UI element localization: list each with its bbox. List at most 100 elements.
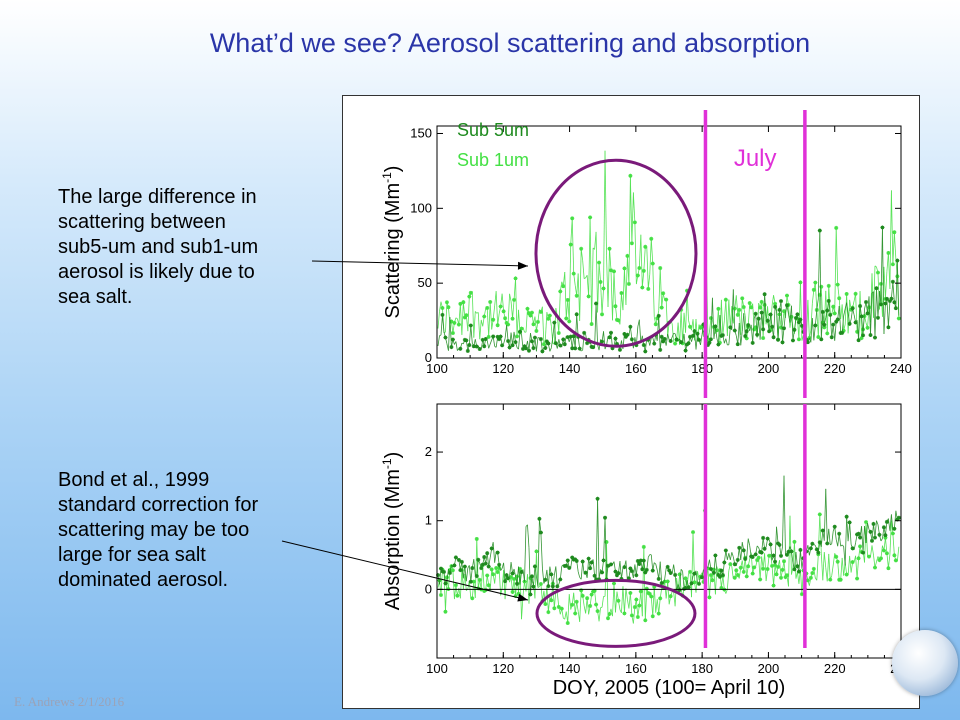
trace-segment [619, 293, 622, 325]
data-point [641, 268, 646, 273]
trace-segment [549, 347, 552, 352]
data-point [458, 346, 463, 351]
trace-segment [795, 551, 798, 567]
data-point [474, 344, 479, 349]
trace-segment [870, 292, 873, 336]
trace-segment [825, 488, 828, 544]
trace-segment [832, 553, 836, 566]
trace-segment [726, 553, 730, 560]
data-point [698, 574, 703, 579]
data-point [537, 516, 542, 521]
trace-segment [622, 586, 625, 614]
data-point [597, 577, 602, 582]
trace-segment [638, 319, 642, 344]
arrow-to-absorption-ellipse [281, 540, 529, 602]
x-tick-label: 140 [559, 661, 581, 676]
trace-segment [829, 314, 833, 338]
trace-segment [740, 542, 743, 561]
data-point [547, 313, 552, 318]
trace-segment [888, 554, 891, 569]
trace-segment [485, 575, 488, 591]
trace-segment [871, 523, 874, 541]
data-point [464, 338, 469, 343]
trace-segment [601, 596, 604, 608]
data-point [641, 558, 646, 563]
trace-segment [826, 528, 830, 544]
trace-segment [800, 549, 803, 569]
data-point [550, 584, 555, 589]
data-point [773, 301, 778, 306]
data-point [710, 578, 715, 583]
data-point [515, 334, 520, 339]
data-point [607, 246, 612, 251]
trace-segment [540, 532, 543, 569]
data-point [625, 332, 630, 337]
data-point [877, 558, 882, 563]
data-point [685, 288, 690, 293]
trace-segment [503, 338, 506, 344]
data-point [628, 324, 633, 329]
data-point [486, 334, 491, 339]
data-point [565, 621, 570, 626]
trace-segment [893, 510, 897, 529]
trace-segment [834, 321, 837, 341]
trace-segment [461, 570, 464, 589]
data-point [601, 286, 606, 291]
data-point [705, 337, 710, 342]
data-point [561, 337, 566, 342]
trace-segment [889, 514, 892, 531]
trace-segment [716, 566, 719, 573]
trace-segment [594, 590, 597, 605]
data-point [886, 250, 891, 255]
trace-segment [658, 268, 661, 311]
data-point [501, 309, 506, 314]
data-point [695, 331, 700, 336]
trace-segment [586, 558, 590, 578]
trace-segment [537, 518, 540, 587]
trace-segment [819, 230, 822, 340]
trace-segment [534, 316, 537, 331]
data-point [485, 551, 490, 556]
trace-segment [695, 570, 698, 583]
data-point [744, 329, 749, 334]
arrow-shaft [281, 540, 529, 601]
data-point [658, 596, 663, 601]
trace-segment [598, 607, 601, 622]
data-point [585, 596, 590, 601]
trace-segment [780, 301, 783, 343]
data-point [449, 319, 454, 324]
trace-segment [874, 265, 877, 268]
data-point [534, 549, 539, 554]
data-point [628, 590, 633, 595]
data-point [594, 602, 599, 607]
data-point [643, 570, 648, 575]
trace-segment [638, 234, 642, 269]
data-point [465, 348, 470, 353]
data-point [440, 569, 445, 574]
data-point [892, 553, 897, 558]
trace-segment [649, 337, 652, 346]
data-point [784, 552, 789, 557]
data-point [495, 570, 500, 575]
data-point [538, 309, 543, 314]
data-point [552, 606, 557, 611]
trace-segment [497, 552, 500, 565]
trace-segment [725, 589, 728, 594]
data-point [629, 241, 634, 246]
data-point [609, 562, 613, 567]
trace-segment [677, 322, 681, 345]
trace-segment [888, 518, 891, 531]
trace-segment [682, 312, 685, 344]
data-point [477, 577, 482, 582]
trace-segment [722, 575, 725, 590]
data-point [497, 566, 502, 571]
data-point [529, 339, 534, 344]
data-point [662, 579, 667, 584]
trace-segment [870, 273, 873, 323]
trace-segment [712, 297, 715, 339]
trace-segment [629, 592, 633, 616]
data-point [616, 571, 621, 576]
data-point [859, 336, 864, 341]
data-point [635, 559, 640, 564]
trace-segment [700, 334, 703, 345]
